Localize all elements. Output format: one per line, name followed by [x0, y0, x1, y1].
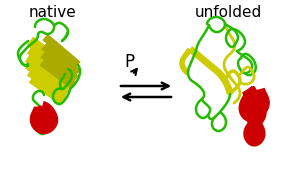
Text: P: P [124, 53, 134, 71]
Text: unfolded: unfolded [194, 5, 262, 20]
Text: native: native [28, 5, 76, 20]
